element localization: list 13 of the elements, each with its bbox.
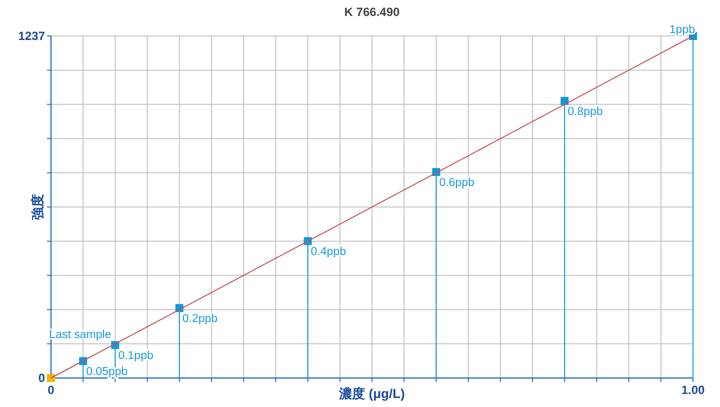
chart-title: K 766.490 [344,5,400,19]
annotation: 0.2ppb [182,313,218,326]
annotation: 0.4ppb [310,246,346,258]
annotation: 1ppb [669,24,695,36]
y-axis-title: 強度 [30,194,45,220]
x-tick-label: 1.00 [681,383,705,397]
point [560,96,569,105]
annotation: 0.8ppb [568,106,603,118]
point [47,374,55,382]
y-tick-label: 1237 [18,29,46,43]
annotation: 0.1ppb [118,350,154,362]
x-axis-title: 濃度 (μg/L) [338,386,405,401]
annotation: 0.6ppb [439,177,474,190]
